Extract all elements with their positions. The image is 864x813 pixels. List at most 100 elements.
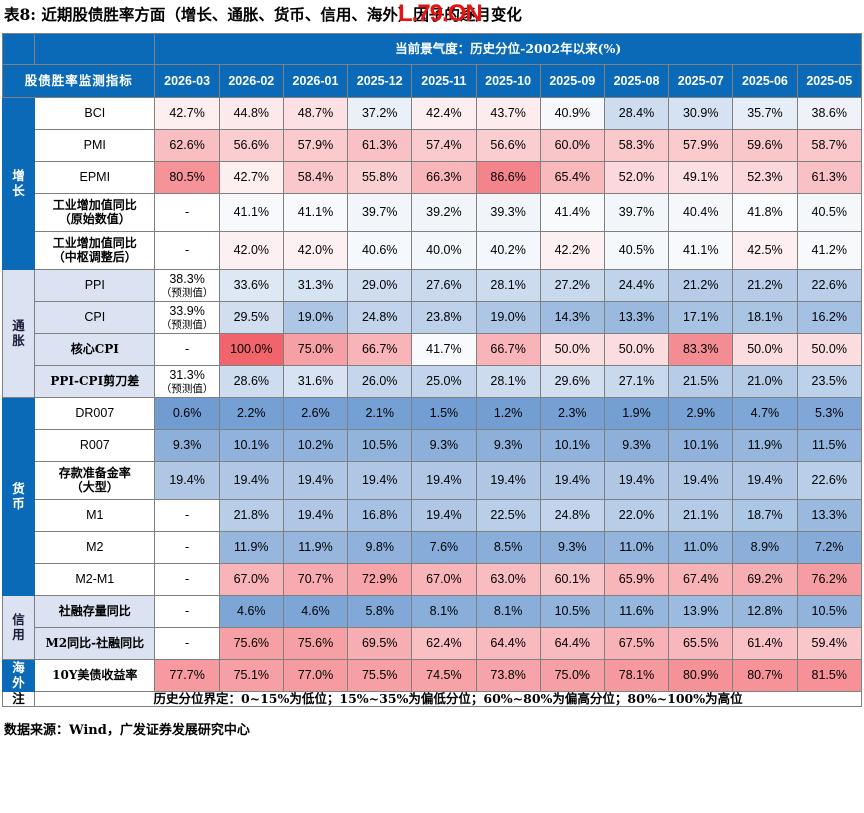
cell-value: -: [154, 627, 220, 660]
cell-value: 58.3%: [603, 129, 670, 162]
cell-value: 29.6%: [539, 365, 605, 398]
cell-value: 80.5%: [154, 161, 220, 194]
cell-value: 60.1%: [539, 563, 605, 596]
header-month-2025-12: 2025-12: [347, 64, 413, 98]
cell-value: 57.9%: [282, 129, 349, 162]
header-month-2025-06: 2025-06: [732, 64, 798, 98]
cell-value: 42.0%: [218, 231, 284, 270]
row-label-M2: M2: [34, 531, 156, 564]
header-month-2025-05: 2025-05: [796, 64, 863, 98]
header-month-2025-08: 2025-08: [603, 64, 670, 98]
cell-value: 21.2%: [732, 269, 798, 302]
cell-value: -: [154, 531, 220, 564]
cell-value: 31.3% （预测值）: [154, 365, 220, 398]
cell-value: 58.4%: [282, 161, 349, 194]
cell-value: 9.8%: [347, 531, 413, 564]
row-label-存款准备金率大型: 存款准备金率 （大型）: [34, 461, 156, 500]
cell-value: 50.0%: [732, 333, 798, 366]
cell-value: 67.5%: [603, 627, 670, 660]
cell-value: 31.6%: [282, 365, 349, 398]
cell-value: 81.5%: [796, 659, 863, 692]
cell-value: 55.8%: [347, 161, 413, 194]
cell-value: 10.5%: [539, 595, 605, 628]
cell-value: 2.2%: [218, 397, 284, 430]
cell-value: 50.0%: [603, 333, 670, 366]
cell-value: 13.9%: [668, 595, 734, 628]
cell-value: 73.8%: [475, 659, 541, 692]
cell-value: 1.9%: [603, 397, 670, 430]
header-month-2025-10: 2025-10: [475, 64, 541, 98]
cell-value: 58.7%: [796, 129, 863, 162]
cell-value: 41.1%: [282, 193, 349, 232]
cell-value: 4.6%: [282, 595, 349, 628]
cell-value: 13.3%: [796, 499, 863, 532]
cell-value: 16.2%: [796, 301, 863, 334]
note-text: 历史分位界定：0~15%为低位；15%~35%为偏低分位；60%~80%为偏高分…: [34, 690, 862, 708]
cell-value: 19.4%: [668, 461, 734, 500]
row-label-CPI: CPI: [34, 301, 156, 334]
cell-value: 22.0%: [603, 499, 670, 532]
cell-value: 72.9%: [347, 563, 413, 596]
cell-value: 8.1%: [411, 595, 477, 628]
table-row: 工业增加值同比 （原始数值） -41.1% 41.1% 39.7% 39.2% 39.3% 4…: [3, 193, 863, 232]
cell-value: 11.9%: [732, 429, 798, 462]
cell-value: 23.8%: [411, 301, 477, 334]
cell-value: 5.3%: [796, 397, 863, 430]
cell-value: 28.1%: [475, 269, 541, 302]
cell-value: 10.5%: [796, 595, 863, 628]
cell-value: 76.2%: [796, 563, 863, 596]
cell-value: 67.4%: [668, 563, 734, 596]
table-row: 海外 10Y美债收益率 77.7% 75.1% 77.0% 75.5% 74.5% 73.8%…: [1, 659, 863, 692]
cell-value: 11.6%: [603, 595, 670, 628]
cell-value: 42.2%: [539, 231, 605, 270]
cell-value: 9.3%: [603, 429, 670, 462]
cell-value: 66.3%: [411, 161, 477, 194]
cell-value: 11.0%: [668, 531, 734, 564]
cell-value: 59.6%: [732, 129, 798, 162]
cell-value: 52.3%: [732, 161, 798, 194]
cell-value: 65.5%: [668, 627, 734, 660]
header-month-2025-07: 2025-07: [668, 64, 734, 98]
cell-value: 11.5%: [796, 429, 863, 462]
cell-value: 33.9% （预测值）: [154, 301, 220, 334]
table-row: 通胀 PPI 38.3% （预测值） 33.6% 31.3% 29.0% 27.6% 28.1%…: [1, 269, 863, 398]
cell-value: 50.0%: [796, 333, 863, 366]
cell-value: 7.6%: [411, 531, 477, 564]
table-row: 存款准备金率 （大型） 19.4% 19.4% 19.4% 19.4% 19.4% 19.4%…: [3, 461, 863, 500]
cell-value: 75.6%: [282, 627, 349, 660]
cell-value: 11.0%: [603, 531, 670, 564]
section-label-通胀: 通胀: [1, 269, 36, 398]
row-label-M2同比-社融同比: M2同比-社融同比: [34, 627, 156, 660]
cell-value: 39.2%: [411, 193, 477, 232]
cell-value: 23.5%: [796, 365, 863, 398]
header-month-2026-03: 2026-03: [154, 64, 220, 98]
row-label-EPMI: EPMI: [34, 161, 156, 194]
cell-value: 69.2%: [732, 563, 798, 596]
cell-value: 2.9%: [668, 397, 734, 430]
cell-value: 19.4%: [539, 461, 605, 500]
row-label-BCI: BCI: [34, 97, 156, 130]
cell-value: 77.7%: [154, 659, 220, 692]
row-label-M1: M1: [34, 499, 156, 532]
header-month-row: 股债胜率监测指标 2026-03 2026-02 2026-01 2025-12 202…: [1, 64, 863, 98]
cell-value: 19.4%: [475, 461, 541, 500]
table-row: M2-11.9% 11.9% 9.8% 7.6% 8.5% 9.3% 11.0% 11.0% 8…: [3, 531, 863, 564]
cell-value: 21.8%: [218, 499, 284, 532]
table-row: M2同比-社融同比 -75.6% 75.6% 69.5% 62.4% 64.4% 64.4%…: [3, 627, 863, 660]
row-label-R007: R007: [34, 429, 156, 462]
table-row: 增长 BCI 42.7% 44.8% 48.7% 37.2% 42.4% 43.7% 40.9%…: [1, 97, 863, 270]
source-line: 数据来源：Wind，广发证券发展研究中心: [4, 723, 250, 739]
row-label-M2-M1: M2-M1: [34, 563, 156, 596]
cell-value: 40.9%: [539, 97, 605, 130]
cell-value: 9.3%: [539, 531, 605, 564]
cell-value: 56.6%: [475, 129, 541, 162]
cell-value: 29.0%: [347, 269, 413, 302]
cell-value: 40.5%: [796, 193, 863, 232]
cell-value: 40.5%: [603, 231, 670, 270]
cell-value: -: [154, 595, 220, 628]
table-body: 增长 BCI 42.7% 44.8% 48.7% 37.2% 42.4% 43.7% 40.9%…: [1, 97, 863, 692]
cell-value: 19.0%: [282, 301, 349, 334]
cell-value: 38.6%: [796, 97, 863, 130]
cell-value: 42.4%: [411, 97, 477, 130]
cell-value: 19.4%: [411, 461, 477, 500]
